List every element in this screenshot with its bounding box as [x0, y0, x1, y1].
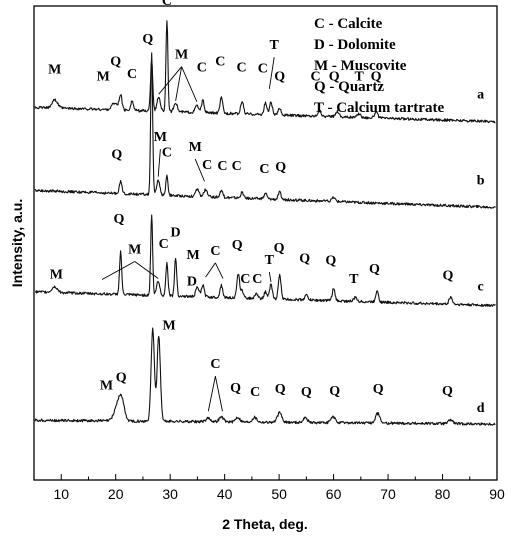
x-axis-title: 2 Theta, deg.: [222, 516, 308, 532]
peak-label-a: M: [97, 69, 110, 84]
peak-label-a: Q: [371, 69, 382, 84]
peak-label-d: C: [250, 385, 260, 400]
peak-label-a: T: [355, 69, 365, 84]
x-tick-label: 60: [326, 486, 342, 502]
peak-label-d: M: [100, 378, 113, 393]
leader-line: [268, 57, 275, 90]
peak-label-d: Q: [301, 385, 312, 400]
trace-d: [34, 327, 496, 426]
legend: C - Calcite D - Dolomite M - Muscovite Q - …: [314, 16, 444, 116]
peak-label-a: C: [236, 60, 246, 75]
peak-label-d: Q: [116, 370, 127, 385]
x-tick-label: 40: [217, 486, 233, 502]
peak-label-c: M: [128, 242, 141, 257]
peak-label-c: M: [50, 268, 63, 283]
leader-line: [157, 149, 161, 177]
peak-label-c: C: [210, 244, 220, 259]
peak-label-a: T: [270, 38, 280, 53]
peak-label-c: C: [159, 237, 169, 252]
x-tick-label: 10: [53, 486, 69, 502]
x-tick-label: 20: [108, 486, 124, 502]
peak-label-a: M: [175, 48, 188, 63]
legend-entry: D - Dolomite: [314, 37, 396, 53]
leader-line: [207, 376, 216, 412]
y-axis-title: Intensity, a.u.: [9, 199, 25, 287]
peak-label-c: Q: [274, 241, 285, 256]
leader-line: [134, 261, 159, 279]
peak-label-b: C: [217, 159, 227, 174]
peak-label-a: a: [477, 87, 484, 102]
peak-label-b: b: [477, 174, 485, 189]
peak-label-b: Q: [111, 148, 122, 163]
leader-line: [214, 376, 223, 412]
leader-line: [268, 271, 272, 282]
peak-label-d: Q: [442, 384, 453, 399]
legend-entry: Q - Quartz: [314, 79, 384, 95]
legend-entry: M - Muscovite: [314, 58, 407, 74]
peak-label-a: Q: [110, 54, 121, 69]
peak-label-d: M: [162, 319, 175, 334]
peak-label-c: D: [171, 225, 181, 240]
peak-label-c: C: [252, 272, 262, 287]
peak-label-a: C: [197, 60, 207, 75]
peak-label-b: M: [189, 140, 202, 155]
trace-b: [34, 52, 496, 209]
peak-label-b: C: [202, 158, 212, 173]
peak-label-c: M: [186, 248, 199, 263]
leader-line: [205, 262, 216, 278]
peak-label-d: C: [210, 357, 220, 372]
peak-label-c: Q: [369, 262, 380, 277]
peak-label-c: Q: [443, 268, 454, 283]
peak-label-c: C: [240, 272, 250, 287]
x-tick-label: 80: [435, 486, 451, 502]
trace-a: [34, 20, 496, 124]
leader-lines-group: [101, 57, 275, 412]
x-ticks-group: 10 20 30 40 50 60 70 80 90: [33, 474, 505, 502]
x-tick-label: 30: [162, 486, 178, 502]
peak-label-c: c: [478, 279, 484, 294]
peak-label-d: d: [477, 401, 485, 416]
peak-label-a: C: [162, 0, 172, 9]
x-tick-label: 70: [380, 486, 396, 502]
peak-label-b: C: [232, 159, 242, 174]
peak-label-a: C: [258, 61, 268, 76]
leader-line: [175, 66, 183, 101]
peak-label-b: M: [154, 130, 167, 145]
peak-label-c: D: [187, 275, 197, 290]
plot-frame: [33, 5, 498, 481]
peak-label-c: Q: [299, 251, 310, 266]
peak-label-b: C: [259, 162, 269, 177]
peak-label-c: Q: [114, 212, 125, 227]
peak-label-b: Q: [275, 160, 286, 175]
peak-label-a: Q: [274, 69, 285, 84]
leader-line: [214, 262, 224, 279]
traces-group: [34, 20, 496, 426]
peak-label-c: T: [265, 253, 275, 268]
peak-label-b: C: [162, 145, 172, 160]
peak-label-a: C: [127, 67, 137, 82]
peak-label-a: C: [311, 69, 321, 84]
trace-c: [35, 214, 496, 308]
x-tick-label: 50: [271, 486, 287, 502]
peak-label-a: M: [48, 62, 61, 77]
peak-label-a: Q: [142, 32, 153, 47]
peak-label-d: Q: [329, 384, 340, 399]
x-tick-label: 90: [489, 486, 505, 502]
legend-entry: C - Calcite: [314, 16, 383, 32]
peak-label-c: Q: [325, 253, 336, 268]
peak-label-d: Q: [275, 382, 286, 397]
peak-label-d: Q: [230, 381, 241, 396]
legend-entry: T - Calcium tartrate: [314, 100, 444, 116]
peak-label-a: Q: [329, 69, 340, 84]
leader-line: [158, 66, 182, 95]
leader-line: [194, 158, 205, 182]
peak-label-d: Q: [373, 382, 384, 397]
peak-label-c: Q: [232, 238, 243, 253]
leader-line: [101, 261, 135, 280]
peak-label-a: C: [215, 54, 225, 69]
leader-line: [181, 66, 198, 102]
peak-label-c: T: [349, 272, 359, 287]
